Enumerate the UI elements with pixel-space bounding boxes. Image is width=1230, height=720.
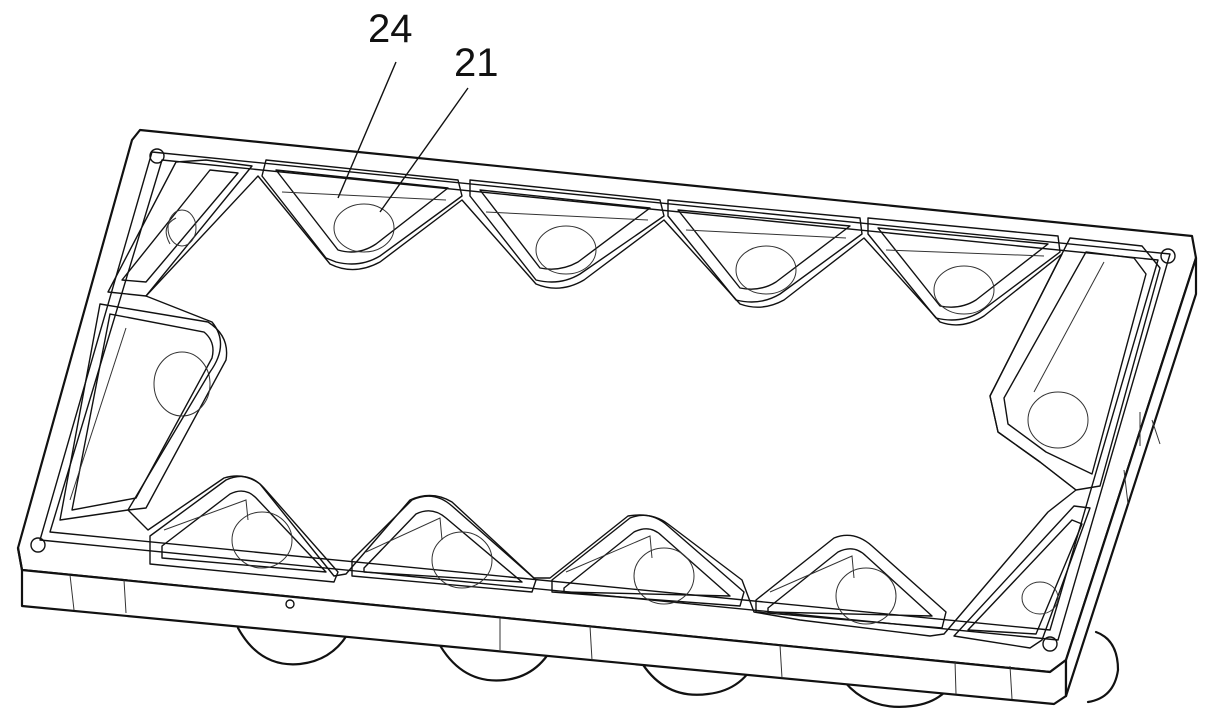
- pocket-top-1: [261, 159, 463, 265]
- pocket-bottom-4: [755, 534, 947, 629]
- front-side-segments: [69, 574, 1013, 700]
- reference-label-24: 24: [368, 7, 413, 51]
- mounting-hole-bottom-right: [1042, 636, 1058, 652]
- pocket-bottom-3: [551, 514, 745, 607]
- right-side-segments: [1123, 412, 1161, 505]
- leader-lines: [337, 61, 469, 213]
- plate-front-side: [16, 546, 1068, 706]
- leader-line-24: [337, 61, 397, 199]
- plate-body: [16, 128, 1198, 706]
- pocket-bottom-2: [351, 495, 537, 593]
- reference-label-21: 21: [454, 41, 499, 85]
- side-port-icon: [285, 599, 295, 609]
- plate-right-side: [1064, 256, 1198, 698]
- outer-seal-groove: [39, 151, 1171, 641]
- mounting-hole-bottom-left: [30, 537, 46, 553]
- pocket-bottom-corner-right: [953, 505, 1091, 649]
- bottom-cylinder-5: [1086, 630, 1120, 704]
- pocket-left: [59, 303, 228, 521]
- outer-groove-line-2: [49, 159, 1159, 631]
- pocket-bottom-1: [149, 475, 339, 583]
- pocket-top-corner-left: [107, 159, 253, 297]
- bottom-pockets: [149, 475, 1091, 649]
- mounting-hole-top-left: [149, 148, 165, 164]
- leader-line-21: [379, 87, 469, 213]
- outer-groove-line-1: [39, 151, 1171, 641]
- pocket-top-2: [469, 179, 665, 283]
